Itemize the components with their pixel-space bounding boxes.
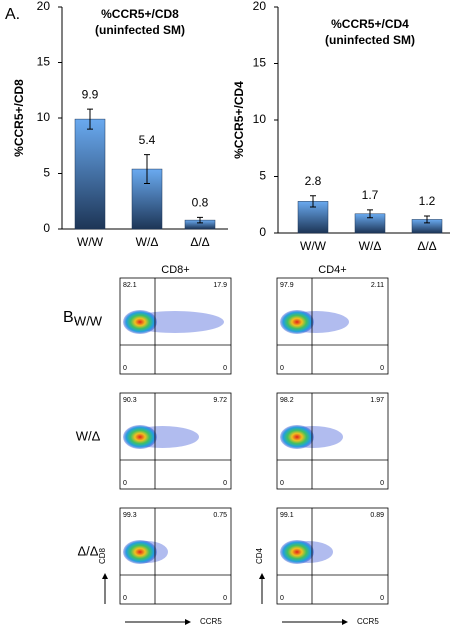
data-label: 1.2 <box>419 194 436 208</box>
quadrant-value: 0 <box>380 365 384 372</box>
column-header: CD4+ <box>318 264 346 276</box>
y-tick-label: 0 <box>43 221 50 235</box>
y-tick-label: 0 <box>259 225 266 239</box>
y-tick-label: 15 <box>37 55 51 69</box>
panel-label: B. <box>63 309 78 326</box>
row-label: W/Δ <box>76 428 101 443</box>
quadrant-value: 0 <box>223 595 227 602</box>
quadrant-value: 0 <box>123 365 127 372</box>
quadrant-value: 2.11 <box>371 282 384 289</box>
row-label: W/W <box>74 313 103 328</box>
quadrant-value: 0 <box>280 365 284 372</box>
data-label: 1.7 <box>362 188 379 202</box>
cell-cluster <box>280 425 314 449</box>
quadrant-value: 0 <box>380 595 384 602</box>
error-bar <box>197 216 203 224</box>
x-tick-label: W/Δ <box>359 239 382 253</box>
y-tick-label: 5 <box>43 166 50 180</box>
panel-label: A. <box>5 6 20 23</box>
x-tick-label: W/W <box>77 235 104 249</box>
y-tick-label: 20 <box>37 0 51 13</box>
y-axis-label: %CCR5+/CD8 <box>12 79 26 157</box>
cell-cluster <box>123 540 157 564</box>
chart-title: %CCR5+/CD8 <box>101 7 179 21</box>
quadrant-value: 0 <box>380 480 384 487</box>
quadrant-value: 0 <box>223 365 227 372</box>
data-label: 2.8 <box>305 174 322 188</box>
y-tick-label: 15 <box>253 56 267 70</box>
y-tick-label: 20 <box>253 0 267 13</box>
quadrant-value: 0 <box>280 595 284 602</box>
quadrant-value: 0 <box>123 480 127 487</box>
quadrant-value: 0 <box>223 480 227 487</box>
x-tick-label: W/W <box>300 239 327 253</box>
quadrant-value: 97.9 <box>280 282 294 289</box>
y-axis-label: %CCR5+/CD4 <box>232 81 246 159</box>
axis-label: CD4 <box>255 547 264 564</box>
y-tick-label: 10 <box>253 112 267 126</box>
axis-label: CCR5 <box>200 617 222 626</box>
bar <box>74 118 106 230</box>
x-tick-label: Δ/Δ <box>417 239 436 253</box>
x-tick-label: W/Δ <box>136 235 159 249</box>
chart-title: %CCR5+/CD4 <box>331 17 409 31</box>
cell-cluster <box>280 310 314 334</box>
data-label: 9.9 <box>82 87 99 101</box>
quadrant-value: 17.9 <box>213 282 227 289</box>
error-bar <box>310 195 316 208</box>
chart-title: (uninfected SM) <box>95 23 185 37</box>
data-label: 0.8 <box>192 196 209 210</box>
y-tick-label: 5 <box>259 169 266 183</box>
quadrant-value: 99.1 <box>280 512 294 519</box>
cell-cluster <box>123 425 157 449</box>
quadrant-value: 0 <box>123 595 127 602</box>
data-label: 5.4 <box>139 133 156 147</box>
quadrant-value: 98.2 <box>280 397 294 404</box>
quadrant-value: 99.3 <box>123 512 137 519</box>
error-bar <box>367 209 373 219</box>
error-bar <box>424 215 430 224</box>
quadrant-value: 9.72 <box>213 397 227 404</box>
quadrant-value: 0 <box>280 480 284 487</box>
axis-label: CD8 <box>98 547 107 564</box>
error-bar <box>144 154 150 184</box>
quadrant-value: 0.89 <box>370 512 384 519</box>
error-bar <box>87 108 93 130</box>
column-header: CD8+ <box>161 264 189 276</box>
cell-cluster <box>123 310 157 334</box>
quadrant-value: 82.1 <box>123 282 137 289</box>
x-tick-label: Δ/Δ <box>190 235 209 249</box>
axis-label: CCR5 <box>357 617 379 626</box>
y-tick-label: 10 <box>37 110 51 124</box>
cell-cluster <box>280 540 314 564</box>
quadrant-value: 0.75 <box>213 512 227 519</box>
quadrant-value: 1.97 <box>370 397 384 404</box>
row-label: Δ/Δ <box>78 543 99 558</box>
quadrant-value: 90.3 <box>123 397 137 404</box>
chart-title: (uninfected SM) <box>325 33 415 47</box>
